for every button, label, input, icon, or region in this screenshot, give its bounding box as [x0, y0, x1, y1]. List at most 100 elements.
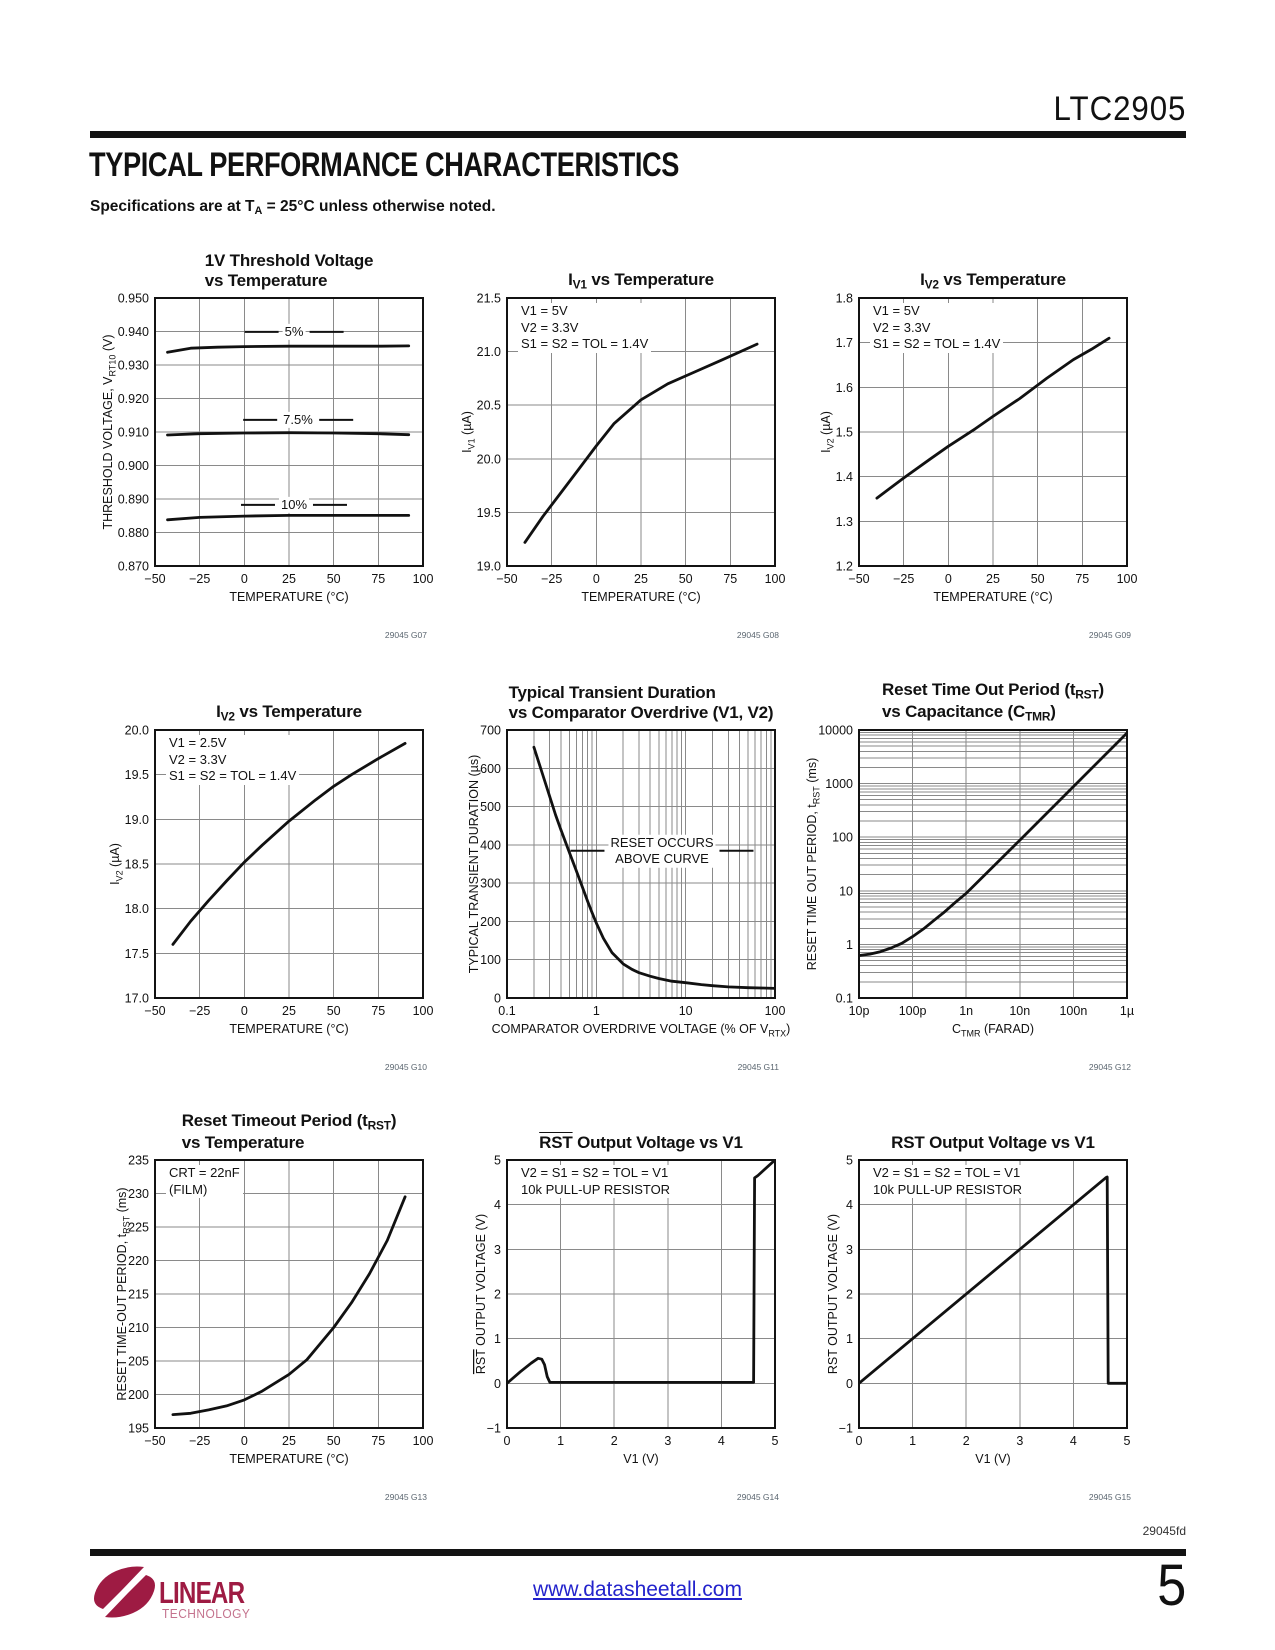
svg-text:1.8: 1.8 [836, 292, 853, 306]
header-rule [90, 131, 1186, 138]
gridlines [506, 1159, 776, 1429]
svg-text:0: 0 [504, 1434, 511, 1448]
y-axis-label: RST OUTPUT VOLTAGE (V) [826, 1214, 840, 1374]
svg-text:400: 400 [480, 838, 501, 852]
chart-reset-timeout-vs-capacitance: 10p 100p 1n 10n 100n 1µ 0.1 1 10 100 1000 10000 CTMR… [797, 670, 1149, 1082]
chart-caption: 29045 G15 [1089, 1492, 1131, 1502]
svg-text:1.2: 1.2 [836, 560, 853, 574]
svg-text:75: 75 [371, 1004, 385, 1018]
svg-text:0.870: 0.870 [118, 560, 149, 574]
plot-annotation: V2 = S1 = S2 = TOL = V1 10k PULL-UP RESIS… [870, 1165, 1026, 1199]
svg-text:17.0: 17.0 [125, 992, 149, 1006]
curve [859, 1175, 1127, 1385]
svg-text:21.5: 21.5 [477, 292, 501, 306]
svg-text:20.5: 20.5 [477, 399, 501, 413]
svg-text:100: 100 [480, 953, 501, 967]
svg-text:25: 25 [282, 572, 296, 586]
svg-text:−25: −25 [189, 1004, 210, 1018]
chart-caption: 29045 G13 [385, 1492, 427, 1502]
chart-plot: −50 −25 0 25 50 75 100 17.0 17.5 18.0 18.5 19.0 19.5… [108, 724, 434, 1073]
doc-code: 29045fd [1142, 1524, 1186, 1538]
svg-text:1: 1 [593, 1004, 600, 1018]
curve-label: 7.5% [239, 411, 357, 429]
svg-text:10n: 10n [1009, 1004, 1030, 1018]
svg-text:5: 5 [846, 1154, 853, 1168]
x-axis-label: V1 (V) [975, 1452, 1010, 1466]
chart-iv1-vs-temperature: −50 −25 0 25 50 75 100 19.0 19.5 20.0 20.5 21.0 21.5… [445, 238, 797, 650]
x-axis-label: TEMPERATURE (°C) [581, 590, 700, 604]
svg-text:19.0: 19.0 [125, 813, 149, 827]
svg-text:0.910: 0.910 [118, 426, 149, 440]
svg-text:4: 4 [846, 1198, 853, 1212]
chart-title: RST Output Voltage vs V1 [891, 1133, 1095, 1153]
svg-text:75: 75 [1075, 572, 1089, 586]
svg-text:100n: 100n [1059, 1004, 1087, 1018]
chart-title: IV1 vs Temperature [568, 270, 714, 292]
svg-text:3: 3 [664, 1434, 671, 1448]
svg-text:1.7: 1.7 [836, 336, 853, 350]
svg-text:230: 230 [128, 1187, 149, 1201]
svg-text:−1: −1 [487, 1422, 501, 1436]
svg-text:1: 1 [846, 938, 853, 952]
svg-text:205: 205 [128, 1355, 149, 1369]
curve [166, 431, 411, 437]
svg-text:−50: −50 [144, 1434, 165, 1448]
tick-labels: −50 −25 0 25 50 75 100 195 200 205 210 215 220 225 230… [128, 1154, 433, 1449]
x-axis-label: TEMPERATURE (°C) [229, 590, 348, 604]
svg-text:215: 215 [128, 1288, 149, 1302]
chart-title: Reset Time Out Period (tRST) vs Capacitan… [882, 680, 1104, 724]
svg-text:1: 1 [909, 1434, 916, 1448]
svg-text:−25: −25 [541, 572, 562, 586]
chart-transient-duration-vs-overdrive: 0.1 1 10 100 0 100 200 300 400 500 600 700 COMPARATO… [445, 670, 797, 1082]
svg-text:3: 3 [494, 1243, 501, 1257]
y-axis-label: RESET TIME-OUT PERIOD, tRST (ms) [115, 1187, 132, 1400]
svg-text:235: 235 [128, 1154, 149, 1168]
svg-text:20.0: 20.0 [125, 724, 149, 738]
svg-text:100: 100 [1117, 572, 1138, 586]
plot-annotation: V1 = 5V V2 = 3.3V S1 = S2 = TOL = 1.4V [870, 303, 1004, 353]
plot-border [154, 1159, 424, 1429]
plot-border [506, 729, 776, 999]
y-axis-label: THRESHOLD VOLTAGE, VRT10 (V) [101, 334, 118, 529]
svg-text:19.5: 19.5 [125, 768, 149, 782]
website-link[interactable]: www.datasheetall.com [533, 1578, 742, 1601]
logo-sub-text: TECHNOLOGY [162, 1607, 250, 1622]
svg-text:700: 700 [480, 724, 501, 738]
svg-text:−25: −25 [189, 1434, 210, 1448]
tick-labels: −50 −25 0 25 50 75 100 19.0 19.5 20.0 20.5 21.0 21.5 [477, 292, 786, 587]
tick-labels: −50 −25 0 25 50 75 100 17.0 17.5 18.0 18.5 19.0 19.5… [125, 724, 434, 1019]
svg-text:1n: 1n [959, 1004, 973, 1018]
svg-text:−50: −50 [848, 572, 869, 586]
svg-text:0: 0 [494, 1377, 501, 1391]
label-leader-line [313, 504, 348, 506]
x-axis-label: COMPARATOR OVERDRIVE VOLTAGE (% OF VRTX) [492, 1022, 791, 1039]
x-axis-label: CTMR (FARAD) [952, 1022, 1034, 1039]
y-axis-label: IV2 (µA) [108, 843, 125, 885]
label-leader-line [243, 419, 278, 421]
svg-text:1000: 1000 [825, 777, 853, 791]
curve-label: 5% [241, 323, 348, 341]
chart-plot: 0.1 1 10 100 0 100 200 300 400 500 600 700 COMPARATO… [467, 724, 791, 1073]
svg-text:1.4: 1.4 [836, 470, 853, 484]
section-title: TYPICAL PERFORMANCE CHARACTERISTICS [89, 146, 679, 184]
svg-text:1.3: 1.3 [836, 515, 853, 529]
footer-rule [90, 1549, 1186, 1556]
chart-caption: 29045 G14 [737, 1492, 779, 1502]
logo-brand-text: LINEAR [159, 1575, 245, 1610]
svg-text:−50: −50 [144, 572, 165, 586]
svg-text:0: 0 [241, 1434, 248, 1448]
svg-text:50: 50 [327, 1004, 341, 1018]
chart-1v-threshold-voltage-vs-temperature: −50 −25 0 25 50 75 100 0.870 0.880 0.890 0.900 0.91… [93, 238, 445, 650]
tick-labels: 0.1 1 10 100 0 100 200 300 400 500 600 700 [480, 724, 785, 1019]
tick-labels: −50 −25 0 25 50 75 100 0.870 0.880 0.890 0.900 0.91… [118, 292, 434, 587]
svg-text:195: 195 [128, 1422, 149, 1436]
chart-title: RST Output Voltage vs V1 [539, 1133, 743, 1153]
svg-text:1: 1 [494, 1332, 501, 1346]
svg-text:20.0: 20.0 [477, 452, 501, 466]
curve [171, 1195, 407, 1416]
svg-text:220: 220 [128, 1254, 149, 1268]
x-axis-label: TEMPERATURE (°C) [229, 1452, 348, 1466]
svg-text:50: 50 [327, 1434, 341, 1448]
svg-text:600: 600 [480, 762, 501, 776]
